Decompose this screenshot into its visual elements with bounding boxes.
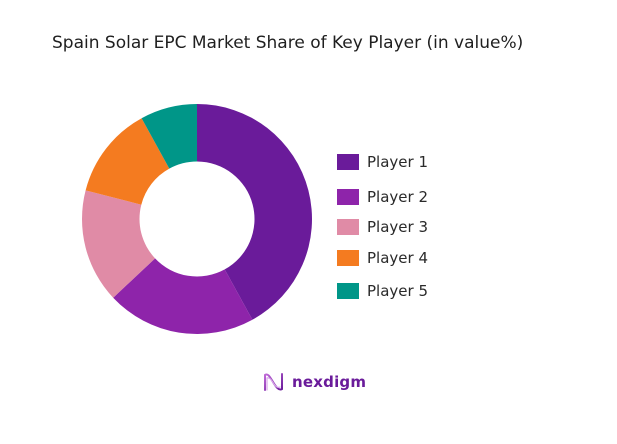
legend-label: Player 5 bbox=[367, 282, 428, 300]
chart-title: Spain Solar EPC Market Share of Key Play… bbox=[52, 33, 524, 53]
legend-swatch bbox=[337, 250, 359, 266]
legend-item-player-4: Player 4 bbox=[337, 249, 428, 267]
legend-item-player-2: Player 2 bbox=[337, 188, 428, 206]
nexdigm-logo: nexdigm bbox=[262, 371, 366, 393]
donut-slice-player-4 bbox=[85, 118, 170, 205]
brand-name: nexdigm bbox=[292, 373, 367, 391]
donut-slice-player-5 bbox=[141, 104, 197, 169]
legend-label: Player 3 bbox=[367, 218, 428, 236]
donut-slice-player-2 bbox=[113, 258, 253, 334]
nexdigm-wave-logo-icon bbox=[264, 373, 283, 391]
legend-label: Player 4 bbox=[367, 249, 428, 267]
legend-item-player-3: Player 3 bbox=[337, 218, 428, 236]
legend-label: Player 1 bbox=[367, 153, 428, 171]
donut-slices bbox=[82, 104, 312, 334]
legend-swatch bbox=[337, 283, 359, 299]
legend-item-player-5: Player 5 bbox=[337, 282, 428, 300]
legend-label: Player 2 bbox=[367, 188, 428, 206]
legend-swatch bbox=[337, 189, 359, 205]
donut-slice-player-1 bbox=[197, 104, 312, 320]
donut-slice-player-3 bbox=[82, 190, 156, 298]
legend-swatch bbox=[337, 154, 359, 170]
legend-swatch bbox=[337, 219, 359, 235]
legend-item-player-1: Player 1 bbox=[337, 153, 428, 171]
